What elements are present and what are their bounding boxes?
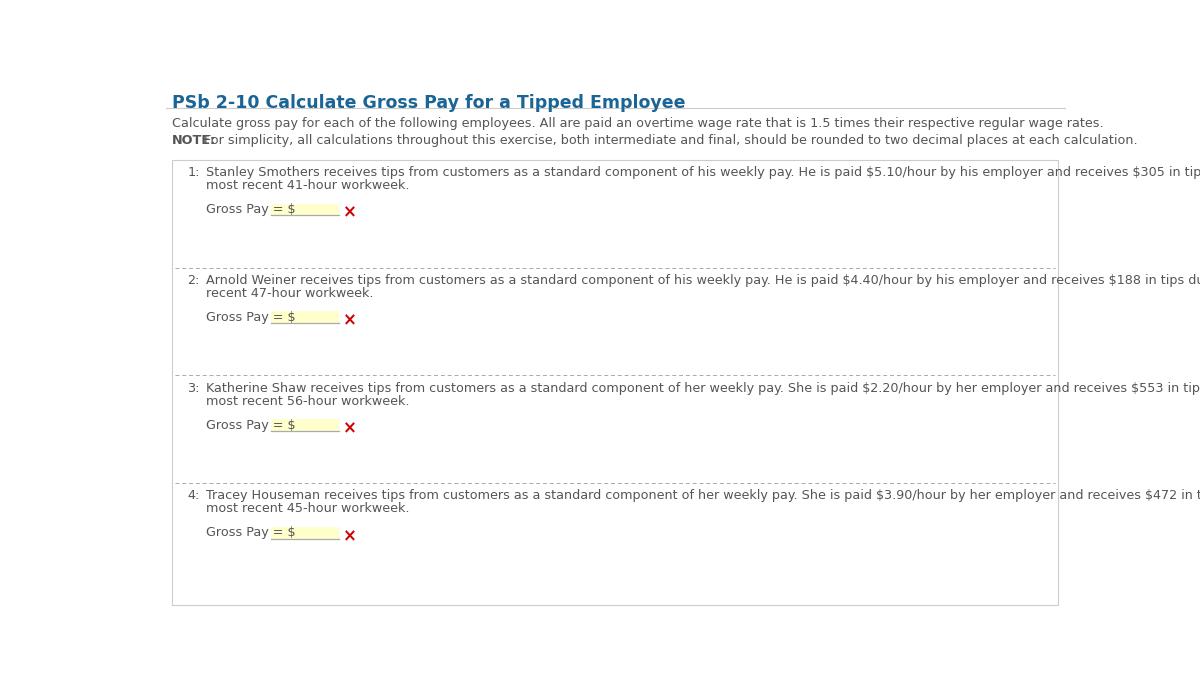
FancyBboxPatch shape bbox=[271, 204, 340, 215]
FancyBboxPatch shape bbox=[172, 160, 1058, 605]
Text: NOTE:: NOTE: bbox=[172, 134, 216, 146]
Text: Gross Pay = \$: Gross Pay = \$ bbox=[206, 203, 295, 216]
Text: ×: × bbox=[343, 420, 356, 437]
Text: For simplicity, all calculations throughout this exercise, both intermediate and: For simplicity, all calculations through… bbox=[199, 134, 1138, 146]
Text: Gross Pay = \$: Gross Pay = \$ bbox=[206, 526, 295, 540]
Text: Gross Pay = \$: Gross Pay = \$ bbox=[206, 419, 295, 431]
Text: 4:: 4: bbox=[187, 489, 199, 502]
Text: Katherine Shaw receives tips from customers as a standard component of her weekl: Katherine Shaw receives tips from custom… bbox=[206, 382, 1200, 395]
Text: Stanley Smothers receives tips from customers as a standard component of his wee: Stanley Smothers receives tips from cust… bbox=[206, 166, 1200, 179]
Text: ×: × bbox=[343, 527, 356, 545]
Text: ×: × bbox=[343, 204, 356, 221]
FancyBboxPatch shape bbox=[271, 311, 340, 323]
Text: ×: × bbox=[343, 311, 356, 330]
FancyBboxPatch shape bbox=[271, 527, 340, 539]
Text: recent 47-hour workweek.: recent 47-hour workweek. bbox=[206, 287, 373, 300]
Text: most recent 45-hour workweek.: most recent 45-hour workweek. bbox=[206, 502, 409, 515]
Text: 2:: 2: bbox=[187, 274, 199, 287]
Text: most recent 56-hour workweek.: most recent 56-hour workweek. bbox=[206, 395, 409, 408]
Text: Arnold Weiner receives tips from customers as a standard component of his weekly: Arnold Weiner receives tips from custome… bbox=[206, 274, 1200, 287]
Text: most recent 41-hour workweek.: most recent 41-hour workweek. bbox=[206, 179, 409, 192]
Text: 1:: 1: bbox=[187, 166, 199, 179]
Text: Tracey Houseman receives tips from customers as a standard component of her week: Tracey Houseman receives tips from custo… bbox=[206, 489, 1200, 502]
FancyBboxPatch shape bbox=[271, 420, 340, 431]
Text: Gross Pay = \$: Gross Pay = \$ bbox=[206, 310, 295, 324]
Text: 3:: 3: bbox=[187, 382, 199, 395]
Text: Calculate gross pay for each of the following employees. All are paid an overtim: Calculate gross pay for each of the foll… bbox=[172, 117, 1103, 130]
Text: PSb 2-10 Calculate Gross Pay for a Tipped Employee: PSb 2-10 Calculate Gross Pay for a Tippe… bbox=[172, 94, 685, 112]
